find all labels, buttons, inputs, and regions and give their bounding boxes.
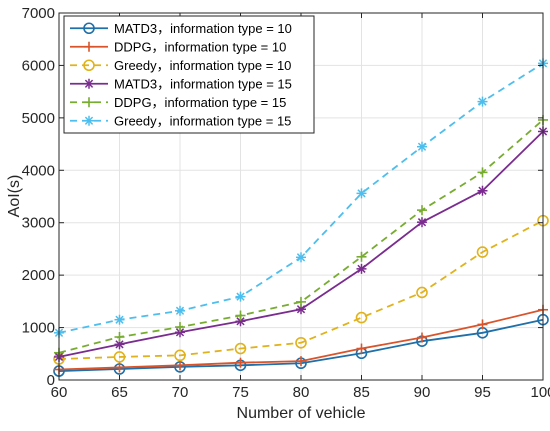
data-point [356, 188, 367, 199]
legend-label: MATD3，information type = 10 [114, 21, 292, 36]
series-line [58, 119, 544, 354]
series-4 [54, 126, 548, 362]
legend-label: Greedy，information type = 15 [114, 113, 291, 128]
x-tick-label: 60 [51, 384, 68, 401]
data-point [477, 185, 488, 196]
x-tick-label: 80 [293, 384, 310, 401]
y-tick-label: 0 [47, 372, 55, 389]
data-point [477, 167, 488, 178]
x-tick-label: 75 [232, 384, 249, 401]
data-point [235, 357, 246, 368]
x-tick-label: 65 [111, 384, 128, 401]
data-point [174, 349, 186, 362]
legend-marker [84, 41, 94, 52]
y-tick-label: 4000 [22, 162, 55, 179]
x-tick-label: 90 [414, 384, 431, 401]
series-layer [53, 58, 549, 377]
data-point [114, 332, 125, 343]
data-point [416, 286, 428, 299]
legend-marker [83, 22, 95, 35]
series-line [58, 219, 544, 360]
data-point [477, 319, 488, 330]
series-2 [54, 304, 548, 375]
data-point [296, 356, 306, 367]
legend-item: MATD3，information type = 10 [70, 21, 292, 36]
data-point [296, 252, 306, 263]
legend-marker [84, 78, 94, 89]
data-point [356, 251, 367, 262]
y-tick-label: 7000 [22, 5, 55, 22]
y-tick-label: 6000 [22, 57, 55, 74]
legend-box [63, 15, 315, 134]
legend: MATD3，information type = 10 DDPG，informat… [63, 15, 315, 134]
legend-item: MATD3，information type = 15 [70, 76, 292, 91]
data-point [417, 141, 427, 152]
data-point [235, 316, 246, 327]
legend-marker [84, 115, 94, 126]
data-point [417, 217, 427, 228]
data-point [356, 263, 367, 274]
data-point [355, 311, 368, 324]
legend-item: DDPG，information type = 15 [70, 95, 286, 110]
legend-marker [84, 97, 94, 108]
legend-item: Greedy，information type = 15 [70, 113, 291, 128]
data-point [477, 96, 488, 107]
data-point [356, 343, 367, 354]
data-point [417, 205, 427, 216]
data-point [476, 246, 489, 258]
data-point [114, 339, 125, 350]
x-tick-label: 85 [353, 384, 370, 401]
data-point [296, 296, 306, 307]
data-point [417, 332, 427, 343]
legend-label: MATD3，information type = 15 [114, 76, 292, 91]
data-point [235, 291, 246, 302]
x-axis-title: Number of vehicle [237, 405, 366, 422]
x-tick-label: 100 [530, 384, 550, 401]
data-point [114, 362, 125, 373]
y-tick-label: 5000 [22, 110, 55, 127]
y-tick-label: 2000 [22, 267, 55, 284]
legend-label: DDPG，information type = 10 [114, 39, 286, 54]
legend-item: DDPG，information type = 10 [70, 39, 286, 54]
data-point [114, 314, 125, 325]
y-axis-title: AoI(s) [6, 175, 23, 218]
data-point [175, 305, 185, 316]
data-point [234, 342, 247, 355]
axes-layer: 6065707580859095100010002000300040005000… [22, 5, 550, 401]
x-tick-label: 70 [172, 384, 189, 401]
legend-label: Greedy，information type = 10 [114, 58, 291, 73]
data-point [175, 360, 185, 371]
data-point [175, 322, 185, 333]
data-point [235, 310, 246, 321]
data-point [295, 336, 307, 349]
data-point [113, 351, 126, 363]
x-tick-label: 95 [474, 384, 491, 401]
legend-label: DDPG，information type = 15 [114, 95, 286, 110]
y-tick-label: 3000 [22, 215, 55, 232]
y-tick-label: 1000 [22, 320, 55, 337]
legend-marker [83, 59, 95, 72]
legend-item: Greedy，information type = 10 [70, 58, 291, 73]
